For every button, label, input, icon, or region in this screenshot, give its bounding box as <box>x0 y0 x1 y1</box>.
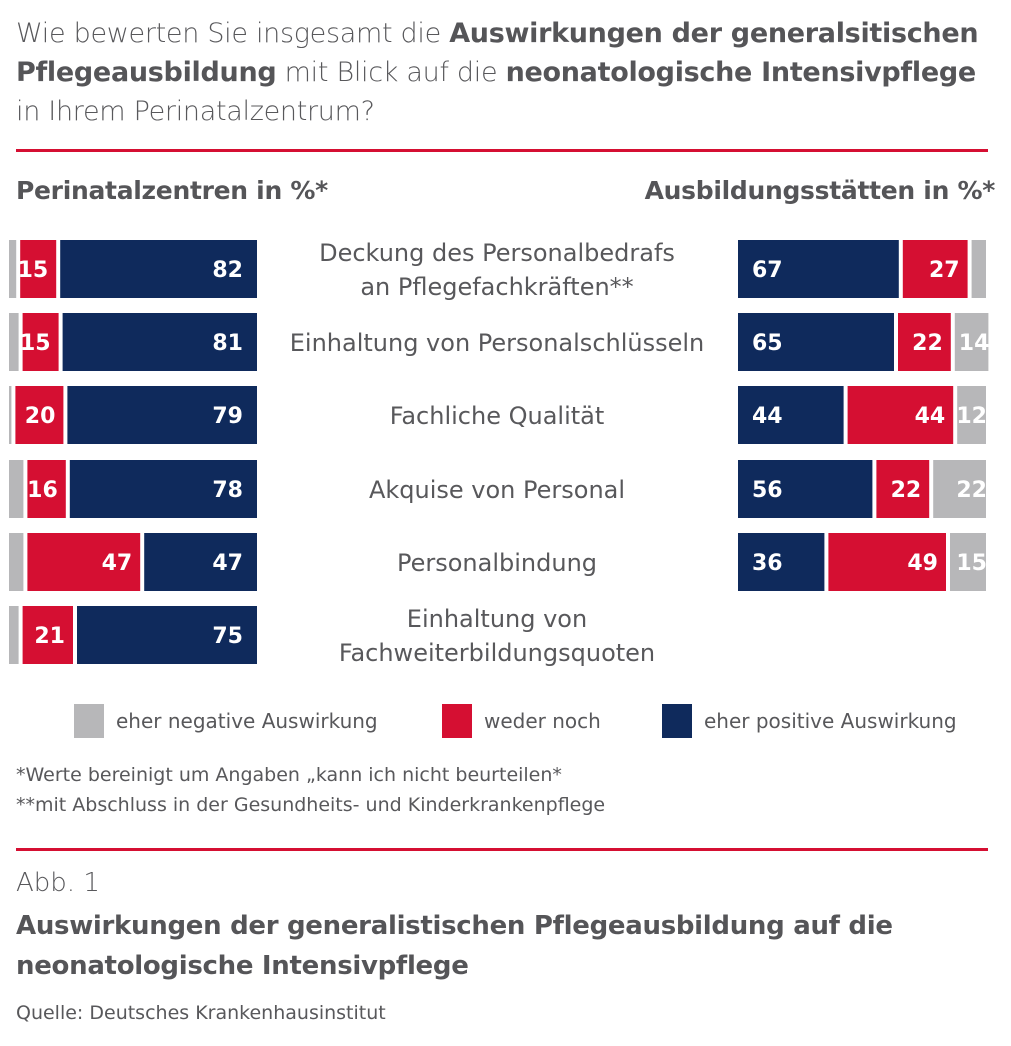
left-bar-neutral-3-value-label: 16 <box>27 478 58 503</box>
left-bar-neutral-2-value-label: 20 <box>25 404 56 429</box>
right-bar-positive-1-value-label: 65 <box>752 331 783 356</box>
panel-title-perinatalzentren: Perinatalzentren in %* <box>16 176 328 205</box>
right-bar-positive-2-value-label: 44 <box>752 404 783 429</box>
right-bar-neutral-1 <box>898 313 951 371</box>
right-bar-negative-2 <box>957 386 986 444</box>
category-label-2: Fachliche Qualität <box>390 402 605 430</box>
question-bold-1: Auswirkungen der generalsitischen Pflege… <box>16 18 979 88</box>
right-bar-positive-0-value-label: 67 <box>752 258 783 283</box>
source-note: Quelle: Deutsches Krankenhausinstitut <box>16 1002 386 1024</box>
question-bold-2: neonatologische Intensivpflege <box>505 57 977 88</box>
right-bar-positive-4 <box>738 533 825 591</box>
question-part-2: mit Blick auf die <box>276 57 506 88</box>
question-part-3: in Ihrem Perinatalzentrum? <box>16 96 375 127</box>
right-bar-negative-2-value-label: 12 <box>956 404 987 429</box>
legend-item-negative: eher negative Auswirkung <box>74 704 378 738</box>
legend-item-neutral: weder noch <box>442 704 601 738</box>
left-bar-negative-0 <box>9 240 17 298</box>
right-bar-neutral-3-value-label: 22 <box>891 478 922 503</box>
figure-label: Abb. 1 <box>16 868 100 898</box>
left-bar-neutral-0 <box>20 240 57 298</box>
panel-title-ausbildungsstaetten: Ausbildungsstätten in %* <box>644 176 996 205</box>
left-bar-negative-1 <box>9 313 19 371</box>
category-label-0: Deckung des Personalbedrafs an Pflegefach… <box>319 239 675 301</box>
footnote-2: **mit Abschluss in der Gesundheits- und … <box>16 794 606 816</box>
right-bar-positive-4-value-label: 36 <box>752 551 783 576</box>
left-bar-neutral-0-value-label: 15 <box>18 258 49 283</box>
left-bar-positive-2 <box>67 386 258 444</box>
left-bar-neutral-2 <box>15 386 64 444</box>
left-bar-positive-0-value-label: 82 <box>212 258 243 283</box>
left-bar-positive-3-value-label: 78 <box>212 478 243 503</box>
diverging-bar-chart: 82 15 81 15 79 20 78 16 47 47 75 21 67 27 65 22 14 44 44 12… <box>9 239 990 667</box>
right-bar-neutral-0-value-label: 27 <box>929 258 960 283</box>
question-text: Wie bewerten Sie insgesamt die Auswirkun… <box>16 14 1001 131</box>
left-bar-neutral-3 <box>27 460 66 518</box>
legend-label-positive: eher positive Auswirkung <box>704 709 957 733</box>
bottom-divider <box>16 848 988 851</box>
legend-swatch-positive <box>662 704 692 738</box>
right-bar-negative-3 <box>933 460 986 518</box>
category-label-3: Akquise von Personal <box>369 476 625 504</box>
right-bar-neutral-3 <box>876 460 930 518</box>
right-bar-neutral-4 <box>828 533 946 591</box>
category-label-1: Einhaltung von Personalschlüsseln <box>290 329 705 357</box>
legend-item-positive: eher positive Auswirkung <box>662 704 957 738</box>
right-bar-positive-2 <box>738 386 844 444</box>
left-bar-neutral-5-value-label: 21 <box>34 624 65 649</box>
left-bar-negative-3 <box>9 460 24 518</box>
right-bar-negative-4 <box>950 533 986 591</box>
right-bar-neutral-1-value-label: 22 <box>912 331 943 356</box>
left-bar-neutral-5 <box>22 606 74 664</box>
right-bar-neutral-0 <box>902 240 968 298</box>
right-bar-negative-4-value-label: 15 <box>956 551 987 576</box>
left-bar-neutral-1 <box>22 313 59 371</box>
left-bar-neutral-4 <box>27 533 141 591</box>
right-bar-negative-0 <box>971 240 986 298</box>
legend-swatch-neutral <box>442 704 472 738</box>
legend-label-negative: eher negative Auswirkung <box>116 709 378 733</box>
left-bar-negative-2 <box>9 386 12 444</box>
right-bar-negative-3-value-label: 22 <box>956 478 987 503</box>
right-bar-positive-3-value-label: 56 <box>752 478 783 503</box>
right-bar-negative-1 <box>954 313 989 371</box>
left-bar-negative-5 <box>9 606 19 664</box>
left-bar-positive-0 <box>60 240 258 298</box>
left-bar-positive-5-value-label: 75 <box>212 624 243 649</box>
legend-label-neutral: weder noch <box>484 709 601 733</box>
category-label-5: Einhaltung von Fachweiterbildungsquoten <box>339 605 655 667</box>
footnote-1: *Werte bereinigt um Angaben „kann ich ni… <box>16 764 562 786</box>
left-bar-neutral-1-value-label: 15 <box>20 331 51 356</box>
right-bar-neutral-2-value-label: 44 <box>915 404 946 429</box>
category-label-4: Personalbindung <box>397 549 597 577</box>
right-bar-negative-1-value-label: 14 <box>959 331 990 356</box>
left-bar-negative-4 <box>9 533 24 591</box>
left-bar-neutral-4-value-label: 47 <box>102 551 133 576</box>
right-bar-neutral-2 <box>847 386 954 444</box>
left-bar-positive-4-value-label: 47 <box>212 551 243 576</box>
right-bar-positive-0 <box>738 240 899 298</box>
left-bar-positive-2-value-label: 79 <box>212 404 243 429</box>
left-bar-positive-5 <box>77 606 257 664</box>
left-bar-positive-4 <box>144 533 257 591</box>
left-bar-positive-3 <box>69 460 257 518</box>
figure-title: Auswirkungen der generalistischen Pflege… <box>16 911 893 981</box>
legend-swatch-negative <box>74 704 104 738</box>
top-divider <box>16 149 988 152</box>
question-part-1: Wie bewerten Sie insgesamt die <box>16 18 450 49</box>
left-bar-positive-1-value-label: 81 <box>212 331 243 356</box>
left-bar-positive-1 <box>62 313 257 371</box>
right-bar-positive-3 <box>738 460 873 518</box>
right-bar-neutral-4-value-label: 49 <box>907 551 938 576</box>
right-bar-positive-1 <box>738 313 894 371</box>
